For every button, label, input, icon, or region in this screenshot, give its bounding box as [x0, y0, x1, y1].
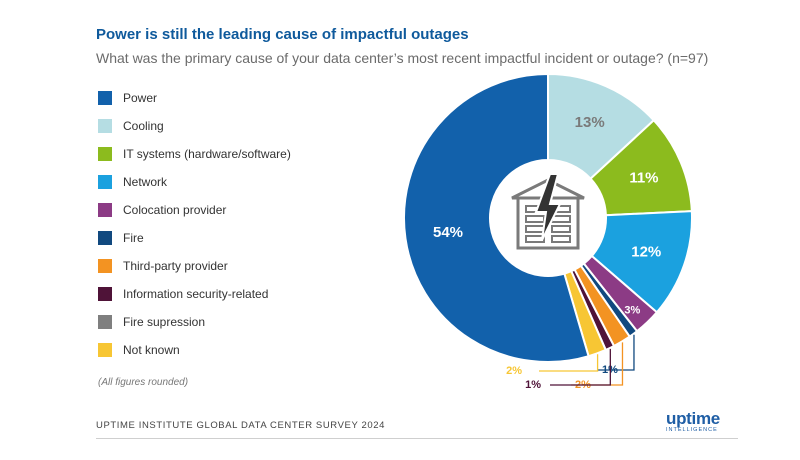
- slice-label: 3%: [624, 305, 640, 317]
- legend-label: Power: [123, 91, 158, 105]
- legend-item: Not known: [98, 336, 291, 364]
- legend-label: Information security-related: [123, 287, 269, 301]
- legend-swatch: [98, 287, 112, 301]
- legend-item: Colocation provider: [98, 196, 291, 224]
- legend-swatch: [98, 315, 112, 329]
- leader-line: [550, 348, 611, 386]
- legend-swatch: [98, 343, 112, 357]
- leader-line: [539, 354, 599, 372]
- chart-legend: Power Cooling IT systems (hardware/softwar…: [98, 84, 291, 364]
- footer-divider: [96, 438, 738, 439]
- chart-title: Power is still the leading cause of impa…: [96, 26, 469, 43]
- uptime-logo: uptime INTELLIGENCE: [666, 410, 720, 434]
- chart-subtitle: What was the primary cause of your data …: [96, 50, 709, 66]
- legend-swatch: [98, 119, 112, 133]
- data-center-power-icon: [492, 162, 604, 274]
- legend-item: Fire supression: [98, 308, 291, 336]
- legend-label: IT systems (hardware/software): [123, 147, 291, 161]
- legend-item: Network: [98, 168, 291, 196]
- legend-item: IT systems (hardware/software): [98, 140, 291, 168]
- slice-label: 54%: [433, 224, 463, 241]
- legend-item: Information security-related: [98, 280, 291, 308]
- legend-label: Cooling: [123, 119, 164, 133]
- legend-swatch: [98, 259, 112, 273]
- slice-label: 13%: [575, 114, 605, 131]
- legend-label: Fire: [123, 231, 144, 245]
- legend-item: Cooling: [98, 112, 291, 140]
- donut-slice: [403, 72, 590, 363]
- source-footer: UPTIME INSTITUTE GLOBAL DATA CENTER SURV…: [96, 420, 385, 431]
- legend-item: Power: [98, 84, 291, 112]
- slice-label: 1%: [525, 379, 541, 391]
- logo-subtitle: INTELLIGENCE: [666, 427, 718, 433]
- slice-label: 2%: [506, 365, 522, 377]
- legend-label: Fire supression: [123, 315, 206, 329]
- rounding-note: (All figures rounded): [98, 377, 189, 388]
- legend-item: Third-party provider: [98, 252, 291, 280]
- legend-label: Colocation provider: [123, 203, 227, 217]
- legend-label: Network: [123, 175, 168, 189]
- legend-swatch: [98, 203, 112, 217]
- legend-item: Fire: [98, 224, 291, 252]
- slice-label: 11%: [629, 169, 658, 186]
- slice-label: 12%: [631, 244, 661, 261]
- legend-swatch: [98, 91, 112, 105]
- legend-swatch: [98, 231, 112, 245]
- legend-swatch: [98, 147, 112, 161]
- logo-wordmark: uptime: [666, 409, 720, 428]
- legend-label: Third-party provider: [123, 259, 228, 273]
- legend-label: Not known: [123, 343, 180, 357]
- legend-swatch: [98, 175, 112, 189]
